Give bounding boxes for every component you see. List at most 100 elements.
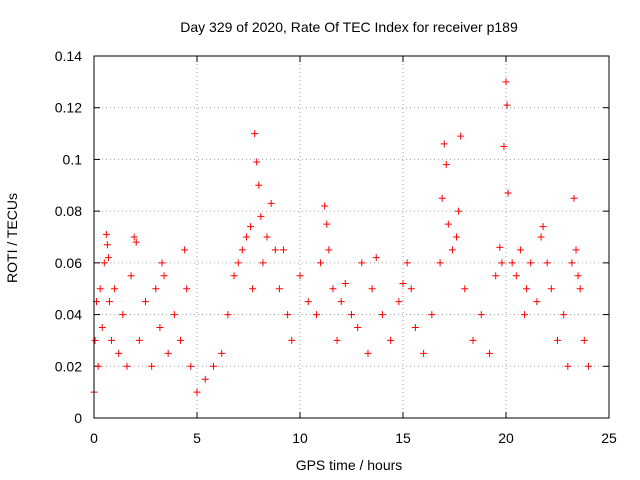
data-point — [111, 285, 119, 293]
data-points — [90, 78, 592, 396]
data-point — [477, 311, 485, 319]
data-point — [156, 324, 164, 331]
x-axis-label: GPS time / hours — [296, 457, 403, 473]
x-tick-label: 0 — [90, 430, 98, 446]
data-point — [496, 243, 504, 251]
data-point — [251, 130, 259, 138]
data-point — [554, 336, 561, 344]
data-point — [127, 272, 135, 280]
data-point — [341, 280, 349, 288]
data-point — [123, 362, 131, 370]
data-point — [238, 246, 246, 254]
data-point — [428, 311, 436, 319]
axis-ticks: 0 5 10 15 20 25 0 0.02 0.04 0.06 0.08 0.1 0.12 0.14 — [55, 48, 617, 446]
data-point — [259, 259, 267, 267]
data-point — [183, 285, 191, 293]
x-tick-label: 20 — [498, 430, 514, 446]
grid — [94, 56, 609, 418]
data-point — [160, 272, 168, 280]
data-point — [103, 241, 111, 249]
y-tick-label: 0.02 — [55, 358, 82, 374]
data-point — [469, 336, 477, 344]
data-point — [102, 230, 110, 238]
data-point — [508, 259, 516, 267]
data-point — [284, 311, 292, 319]
data-point — [570, 194, 578, 202]
data-point — [242, 233, 250, 241]
data-point — [181, 246, 189, 254]
x-tick-label: 15 — [395, 430, 411, 446]
data-point — [438, 194, 446, 202]
y-tick-label: 0.08 — [55, 203, 82, 219]
data-point — [135, 336, 143, 344]
y-tick-label: 0 — [74, 410, 82, 426]
data-point — [100, 259, 108, 267]
data-point — [275, 285, 283, 293]
data-point — [455, 207, 463, 215]
data-point — [584, 362, 592, 370]
data-point — [442, 161, 450, 169]
data-point — [580, 336, 588, 344]
data-point — [257, 212, 265, 220]
data-point — [164, 349, 172, 357]
data-point — [387, 336, 395, 344]
data-point — [329, 285, 337, 293]
plot-frame — [93, 55, 610, 419]
data-point — [108, 336, 116, 344]
data-point — [152, 285, 160, 293]
data-point — [337, 298, 345, 306]
data-point — [420, 349, 428, 357]
y-tick-label: 0.1 — [63, 151, 83, 167]
data-point — [280, 246, 288, 254]
data-point — [378, 311, 386, 319]
data-point — [560, 311, 568, 319]
data-point — [444, 220, 452, 228]
data-point — [170, 311, 178, 319]
data-point — [288, 336, 296, 344]
data-point — [403, 259, 411, 267]
y-tick-label: 0.06 — [55, 255, 82, 271]
data-point — [453, 233, 461, 241]
data-point — [523, 285, 531, 293]
data-point — [516, 246, 524, 254]
data-point — [187, 362, 195, 370]
data-point — [372, 254, 380, 262]
data-point — [574, 272, 582, 280]
x-tick-label: 25 — [601, 430, 617, 446]
data-point — [527, 259, 535, 267]
data-point — [105, 298, 113, 306]
data-point — [234, 259, 242, 267]
data-point — [325, 246, 333, 254]
data-point — [224, 311, 232, 319]
data-point — [218, 349, 226, 357]
data-point — [503, 101, 511, 109]
data-point — [321, 202, 329, 210]
data-point — [115, 349, 123, 357]
data-point — [407, 285, 415, 293]
data-point — [255, 181, 263, 189]
x-tick-label: 5 — [193, 430, 201, 446]
y-tick-label: 0.04 — [55, 307, 82, 323]
y-axis-label: ROTI / TECUs — [4, 193, 20, 283]
data-point — [104, 254, 112, 262]
data-point — [364, 349, 372, 357]
data-point — [568, 259, 576, 267]
data-point — [411, 324, 419, 331]
data-point — [500, 143, 508, 150]
y-tick-label: 0.12 — [55, 100, 82, 116]
data-point — [486, 349, 494, 357]
data-point — [209, 362, 217, 370]
data-point — [312, 311, 320, 319]
data-point — [177, 336, 185, 344]
data-point — [304, 298, 312, 306]
data-point — [543, 259, 551, 267]
data-point — [98, 324, 106, 331]
data-point — [263, 233, 271, 241]
data-point — [521, 311, 529, 319]
data-point — [399, 280, 407, 288]
x-tick-label: 10 — [292, 430, 308, 446]
data-point — [504, 189, 512, 197]
data-point — [158, 259, 166, 267]
data-point — [457, 132, 465, 140]
data-point — [247, 223, 255, 231]
